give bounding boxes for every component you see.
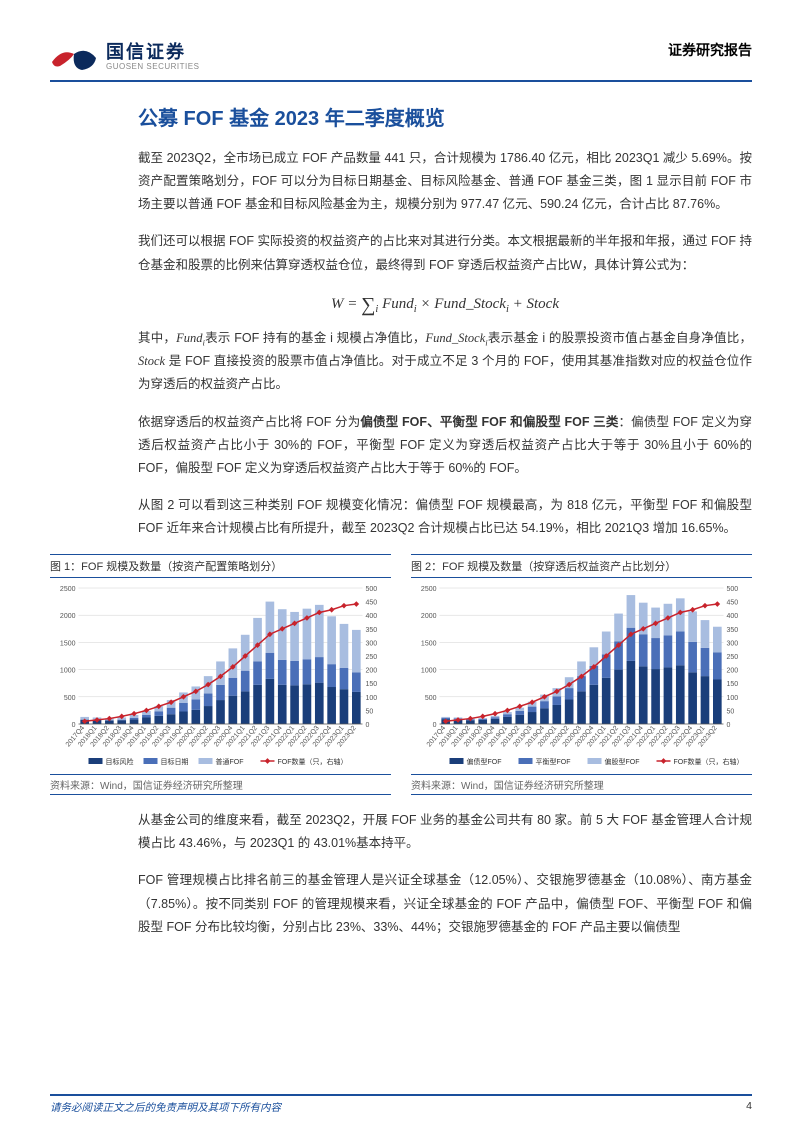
svg-text:100: 100 [366,695,378,702]
paragraph-1: 截至 2023Q2，全市场已成立 FOF 产品数量 441 只，合计规模为 17… [138,147,752,216]
svg-text:400: 400 [727,613,739,620]
formula-w: W = ∑i Fundi × Fund_Stocki + Stock [138,291,752,315]
chart-2-svg: 0 500 1000 1500 2000 2500 0 50 100 150 200 250 300 35… [411,582,752,772]
paragraph-7: FOF 管理规模占比排名前三的基金管理人是兴证全球基金（12.05%）、交银施罗… [138,869,752,938]
svg-text:350: 350 [727,627,739,634]
svg-text:400: 400 [366,613,378,620]
chart-2-source: 资料来源：Wind，国信证券经济研究所整理 [411,774,752,795]
paragraph-4: 依据穿透后的权益资产占比将 FOF 分为偏债型 FOF、平衡型 FOF 和偏股型… [138,411,752,480]
svg-text:500: 500 [64,695,76,702]
svg-text:1000: 1000 [60,668,76,675]
svg-text:450: 450 [366,600,378,607]
svg-text:450: 450 [727,600,739,607]
page-footer: 请务必阅读正文之后的免责声明及其项下所有内容 4 [50,1094,752,1115]
svg-text:500: 500 [425,695,437,702]
svg-text:2500: 2500 [421,586,437,593]
svg-text:偏债型FOF: 偏债型FOF [467,757,502,766]
svg-text:目标风险: 目标风险 [106,757,134,766]
footer-disclaimer: 请务必阅读正文之后的免责声明及其项下所有内容 [50,1100,281,1115]
company-name-en: GUOSEN SECURITIES [106,63,199,72]
company-name-cn: 国信证券 [106,43,199,63]
svg-text:0: 0 [366,722,370,729]
report-type-label: 证券研究报告 [668,40,752,60]
svg-text:2500: 2500 [60,586,76,593]
svg-text:50: 50 [366,709,374,716]
svg-text:FOF数量（只，右轴）: FOF数量（只，右轴） [674,757,744,766]
paragraph-5: 从图 2 可以看到这三种类别 FOF 规模变化情况：偏债型 FOF 规模最高，为… [138,494,752,540]
page-title: 公募 FOF 基金 2023 年二季度概览 [138,102,752,131]
svg-text:500: 500 [366,586,378,593]
logo-block: 国信证券 GUOSEN SECURITIES [50,40,199,74]
svg-text:300: 300 [727,641,739,648]
svg-text:50: 50 [727,709,735,716]
svg-text:0: 0 [72,722,76,729]
svg-text:偏股型FOF: 偏股型FOF [605,757,640,766]
svg-text:250: 250 [366,654,378,661]
svg-text:150: 150 [727,681,739,688]
svg-text:100: 100 [727,695,739,702]
charts-row: 图 1：FOF 规模及数量（按资产配置策略划分） 050010001500200… [50,554,752,795]
svg-text:300: 300 [366,641,378,648]
svg-text:目标日期: 目标日期 [161,757,189,766]
svg-text:1000: 1000 [421,668,437,675]
svg-text:平衡型FOF: 平衡型FOF [536,757,571,766]
chart-2-block: 图 2：FOF 规模及数量（按穿透后权益资产占比划分） 050010001500… [411,554,752,795]
paragraph-2: 我们还可以根据 FOF 实际投资的权益资产的占比来对其进行分类。本文根据最新的半… [138,230,752,276]
svg-text:250: 250 [727,654,739,661]
paragraph-3: 其中，Fundi表示 FOF 持有的基金 i 规模占净值比，Fund_Stock… [138,327,752,397]
svg-text:0: 0 [433,722,437,729]
chart-1-block: 图 1：FOF 规模及数量（按资产配置策略划分） 050010001500200… [50,554,391,795]
svg-text:350: 350 [366,627,378,634]
svg-text:500: 500 [727,586,739,593]
svg-text:200: 200 [727,668,739,675]
page-number: 4 [746,1100,752,1115]
svg-text:150: 150 [366,681,378,688]
company-logo-icon [50,40,98,74]
svg-text:2000: 2000 [421,613,437,620]
svg-text:2000: 2000 [60,613,76,620]
svg-text:1500: 1500 [60,641,76,648]
svg-text:200: 200 [366,668,378,675]
chart-1-caption: 图 1：FOF 规模及数量（按资产配置策略划分） [50,554,391,578]
paragraph-6: 从基金公司的维度来看，截至 2023Q2，开展 FOF 业务的基金公司共有 80… [138,809,752,855]
company-name-block: 国信证券 GUOSEN SECURITIES [106,43,199,72]
svg-text:0: 0 [727,722,731,729]
svg-text:普通FOF: 普通FOF [216,757,244,766]
chart-2-caption: 图 2：FOF 规模及数量（按穿透后权益资产占比划分） [411,554,752,578]
svg-text:1500: 1500 [421,641,437,648]
svg-text:FOF数量（只，右轴）: FOF数量（只，右轴） [278,757,348,766]
chart-1-svg: 0 500 1000 1500 2000 2500 0 50 100 150 200 250 300 35… [50,582,391,772]
chart-1-source: 资料来源：Wind，国信证券经济研究所整理 [50,774,391,795]
page-header: 国信证券 GUOSEN SECURITIES 证券研究报告 [50,40,752,82]
